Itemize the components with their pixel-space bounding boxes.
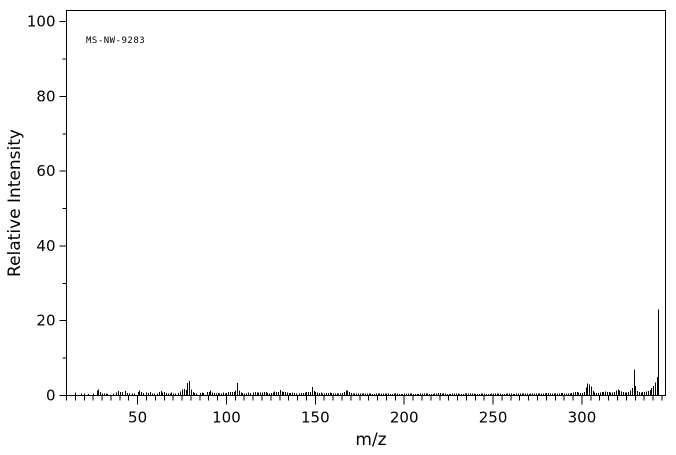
plot-frame — [66, 10, 666, 396]
x-tick-label: 200 — [390, 409, 419, 427]
y-tick-label: 100 — [27, 13, 56, 31]
y-axis-title: Relative Intensity — [5, 129, 25, 277]
plot-border — [66, 10, 666, 396]
x-tick-label: 150 — [301, 409, 330, 427]
x-tick-label: 50 — [128, 409, 147, 427]
x-tick-label: 300 — [568, 409, 597, 427]
x-axis-title: m/z — [355, 430, 386, 450]
y-axis-ticks — [59, 21, 67, 396]
x-tick-label: 100 — [212, 409, 241, 427]
y-tick-label: 60 — [36, 162, 55, 180]
y-tick-label: 0 — [46, 387, 56, 405]
x-axis-ticks — [66, 395, 663, 405]
y-tick-label: 80 — [36, 87, 55, 105]
x-tick-label: 250 — [479, 409, 508, 427]
sample-id-label: MS-NW-9283 — [86, 36, 145, 46]
y-tick-label: 20 — [36, 312, 55, 330]
spectrum-peaks — [75, 309, 659, 396]
x-axis-tick-labels: 50 100 150 200 250 300 — [128, 409, 596, 427]
y-tick-label: 40 — [36, 237, 55, 255]
y-axis-tick-labels: 0 20 40 60 80 100 — [27, 13, 56, 405]
